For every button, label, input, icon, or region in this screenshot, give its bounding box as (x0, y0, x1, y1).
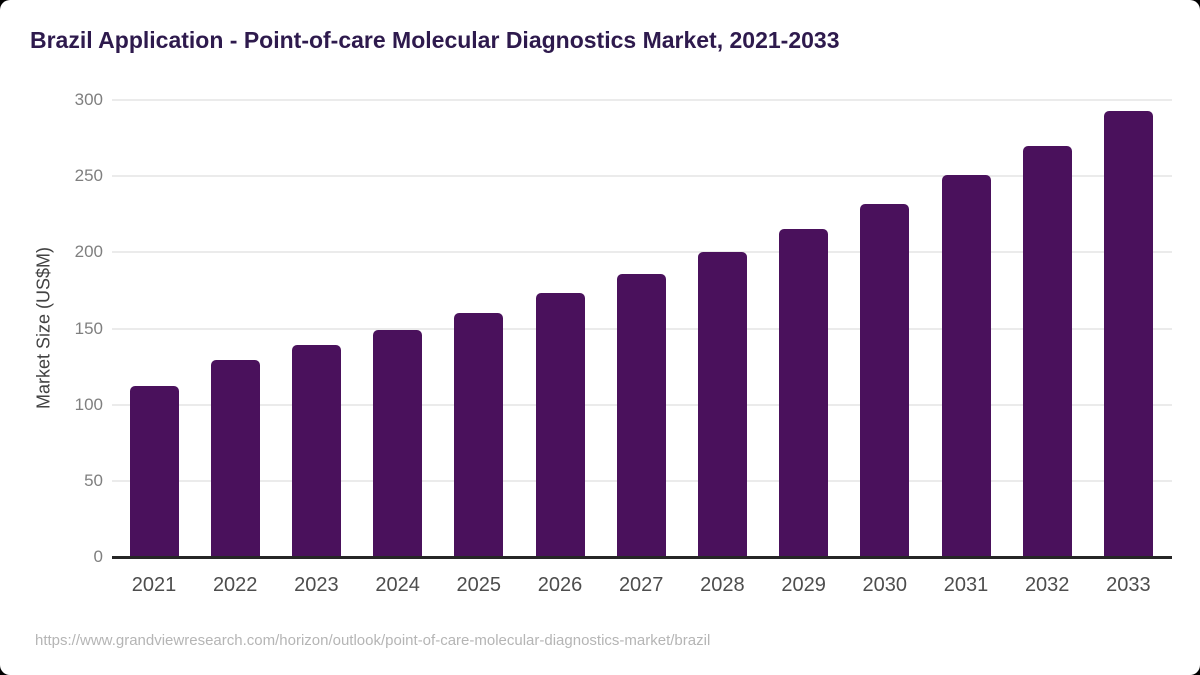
x-tick-label-2026: 2026 (537, 574, 583, 596)
bar-2031 (941, 174, 991, 557)
bar-2033 (1103, 110, 1153, 557)
bar-2024 (373, 330, 423, 557)
x-tick-label-2024: 2024 (375, 574, 420, 596)
x-tick-label-2027: 2027 (618, 574, 664, 596)
x-tick-label-2022: 2022 (212, 574, 258, 596)
y-tick-label-200: 200 (74, 242, 103, 262)
x-tick-label-2030: 2030 (862, 574, 908, 596)
bar-2032 (1022, 145, 1072, 557)
x-tick-label-2023: 2023 (294, 574, 339, 596)
bar-2027 (616, 273, 666, 557)
bar-2023 (291, 345, 341, 557)
y-tick-label-150: 150 (74, 318, 103, 338)
bar-2022 (210, 360, 260, 557)
x-tick-label-2029: 2029 (781, 574, 826, 596)
gridline-300 (112, 99, 1172, 101)
y-tick-label-100: 100 (74, 394, 103, 414)
y-tick-label-250: 250 (74, 166, 103, 186)
x-tick-label-2032: 2032 (1024, 574, 1070, 596)
bar-2026 (535, 293, 585, 557)
gridline-200 (112, 251, 1172, 254)
y-tick-label-50: 50 (84, 470, 103, 490)
x-tick-label-2025: 2025 (456, 574, 502, 596)
x-tick-label-2031: 2031 (943, 574, 989, 596)
bar-2028 (697, 252, 747, 557)
bar-2025 (454, 313, 504, 557)
chart-title: Brazil Application - Point-of-care Molec… (30, 27, 840, 53)
bar-2021 (129, 386, 179, 557)
y-tick-label-300: 300 (74, 90, 103, 109)
x-tick-label-2021: 2021 (131, 574, 177, 596)
gridline-250 (112, 175, 1172, 178)
y-tick-label-0: 0 (93, 547, 103, 566)
x-axis-line (112, 556, 1172, 559)
bar-2029 (779, 229, 829, 557)
x-tick-label-2033: 2033 (1106, 574, 1151, 596)
x-tick-label-2028: 2028 (700, 574, 745, 596)
source-url: https://www.grandviewresearch.com/horizo… (35, 632, 711, 649)
bar-2030 (860, 203, 910, 557)
